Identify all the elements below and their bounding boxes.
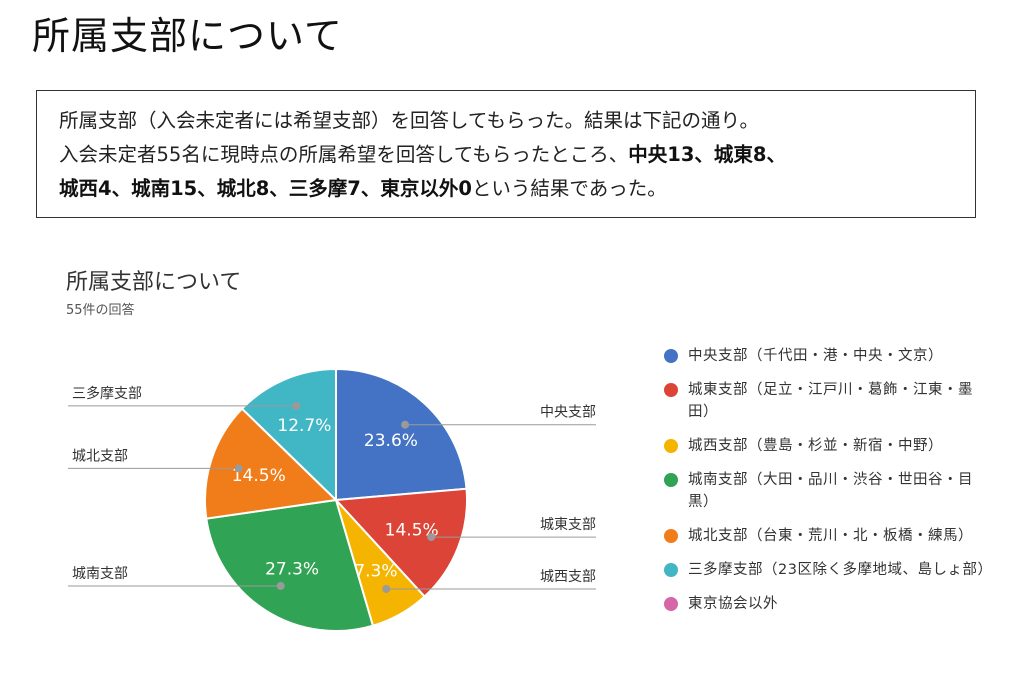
- pie-slice-3: [205, 498, 375, 632]
- pie-slice-0: [335, 367, 468, 502]
- summary-line-3-bold: 城西4、城南15、城北8、三多摩7、東京以外0: [59, 177, 472, 200]
- summary-line-3-text: という結果であった。: [471, 177, 667, 200]
- legend-item-2: 城西支部（豊島・杉並・新宿・中野）: [664, 435, 994, 457]
- legend-item-1: 城東支部（足立・江戸川・葛飾・江東・墨田）: [664, 379, 994, 423]
- legend-dot: [664, 383, 678, 397]
- legend-label: 城西支部（豊島・杉並・新宿・中野）: [688, 438, 943, 454]
- legend-item-6: 東京協会以外: [664, 593, 994, 615]
- summary-line-1: 所属支部（入会未定者には希望支部）を回答してもらった。結果は下記の通り。: [59, 109, 760, 132]
- legend-dot: [664, 563, 678, 577]
- legend-label: 中央支部（千代田・港・中央・文京）: [688, 348, 943, 364]
- legend-label: 城北支部（台東・荒川・北・板橋・練馬）: [688, 528, 973, 544]
- category-label-5: 三多摩支部: [72, 385, 142, 402]
- category-label-1: 城東支部: [540, 517, 596, 533]
- chart-title: 所属支部について: [66, 270, 242, 295]
- pie-slice-5: [240, 367, 337, 503]
- summary-line-3: 城西4、城南15、城北8、三多摩7、東京以外0という結果であった。: [59, 172, 953, 206]
- legend-item-5: 三多摩支部（23区除く多摩地域、島しょ部）: [664, 559, 994, 581]
- legend-dot: [664, 349, 678, 363]
- legend-item-4: 城北支部（台東・荒川・北・板橋・練馬）: [664, 525, 994, 547]
- summary-line-2-text: 入会未定者55名に現時点の所属希望を回答してもらったところ、: [59, 143, 629, 166]
- legend-label: 東京協会以外: [688, 596, 778, 612]
- pie-slice-1: [333, 487, 468, 598]
- category-label-2: 城西支部: [540, 569, 596, 585]
- page-title: 所属支部について: [32, 14, 343, 58]
- legend-label: 三多摩支部（23区除く多摩地域、島しょ部）: [688, 562, 993, 578]
- percent-label-4: 14.5%: [232, 466, 286, 486]
- category-label-3: 城南支部: [72, 566, 128, 582]
- summary-line-2-bold: 中央13、城東8、: [628, 143, 786, 166]
- pie-labels: 23.6% 中央支部 14.5% 城東支部 7.3% 城西支部 27.3% 城南支部 14.5%…: [68, 385, 596, 593]
- percent-label-0: 23.6%: [364, 431, 418, 451]
- category-label-4: 城北支部: [72, 448, 128, 464]
- legend-dot: [664, 529, 678, 543]
- percent-label-1: 14.5%: [385, 520, 439, 540]
- legend-label: 城東支部（足立・江戸川・葛飾・江東・墨田）: [688, 382, 973, 420]
- legend-item-3: 城南支部（大田・品川・渋谷・世田谷・目黒）: [664, 469, 994, 513]
- summary-line-2: 入会未定者55名に現時点の所属希望を回答してもらったところ、中央13、城東8、: [59, 138, 953, 172]
- legend-dot: [664, 473, 678, 487]
- chart-legend: 中央支部（千代田・港・中央・文京） 城東支部（足立・江戸川・葛飾・江東・墨田） 城西…: [664, 345, 994, 627]
- percent-label-5: 12.7%: [277, 416, 331, 436]
- legend-label: 城南支部（大田・品川・渋谷・世田谷・目黒）: [688, 472, 973, 510]
- chart-subtitle: 55件の回答: [66, 303, 135, 318]
- pie-slices: [204, 367, 468, 632]
- summary-box: 所属支部（入会未定者には希望支部）を回答してもらった。結果は下記の通り。 入会未…: [36, 90, 976, 218]
- percent-label-2: 7.3%: [354, 562, 397, 582]
- legend-item-0: 中央支部（千代田・港・中央・文京）: [664, 345, 994, 367]
- legend-dot: [664, 439, 678, 453]
- category-label-0: 中央支部: [540, 405, 596, 421]
- percent-label-3: 27.3%: [265, 559, 319, 579]
- legend-dot: [664, 597, 678, 611]
- pie-slice-4: [204, 407, 339, 520]
